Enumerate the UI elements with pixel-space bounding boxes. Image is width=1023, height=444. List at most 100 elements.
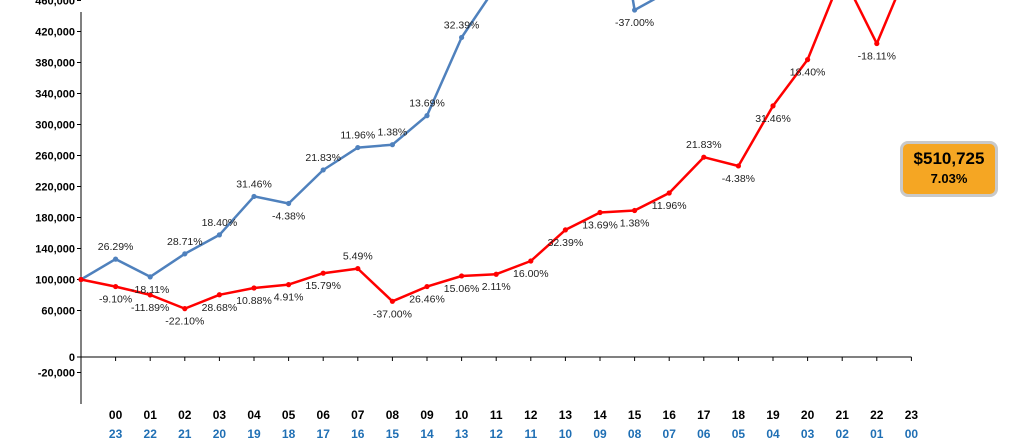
callout-percent: 7.03% [930, 171, 968, 186]
x-tick-label-bottom: 11 [524, 427, 537, 441]
axis-layer: -20,000 0 60,000 100,000 140,000 180,000 220,0… [35, 0, 918, 441]
x-tick-label-bottom: 07 [663, 427, 677, 441]
callout-value: $510,725 [913, 149, 985, 168]
series-1-data-label: 1.38% [378, 127, 408, 139]
series-2-data-label: 16.00% [513, 268, 549, 280]
x-tick-label-bottom: 18 [282, 427, 296, 441]
series-1-data-label: 21.83% [305, 152, 341, 164]
x-tick-label-top: 12 [524, 408, 538, 422]
series-2-point [320, 270, 326, 276]
x-tick-label-bottom: 17 [317, 427, 331, 441]
series-1-data-label: 13.69% [409, 98, 445, 110]
final-value-callout: $510,725 7.03% [900, 141, 998, 197]
series-2-point [78, 276, 84, 283]
series-2-data-label: -11.89% [131, 302, 169, 314]
series-2-data-label: -22.10% [165, 316, 204, 328]
series-2-data-label: 15.79% [305, 280, 341, 292]
x-tick-label-top: 03 [213, 408, 227, 422]
x-tick-label-bottom: 09 [593, 427, 607, 441]
series-2-point [666, 190, 672, 196]
y-tick-label: 460,000 [35, 0, 75, 8]
series-2-point [735, 163, 742, 169]
x-tick-label-top: 16 [663, 408, 677, 422]
series-2-data-label: 15.06% [444, 283, 480, 295]
y-tick-label: 380,000 [35, 58, 75, 70]
x-tick-label-top: 19 [766, 408, 780, 422]
series-1-data-label: 32.39% [444, 19, 480, 31]
x-tick-label-top: 14 [593, 408, 607, 422]
series-2-point [459, 273, 465, 279]
x-tick-label-bottom: 13 [455, 427, 469, 441]
x-tick-label-bottom: 16 [351, 427, 365, 441]
series-1-point [147, 274, 153, 280]
x-tick-label-top: 00 [109, 408, 123, 422]
series-2-data-label: -37.00% [373, 308, 412, 320]
series-2-point [701, 154, 707, 160]
series-1-data-label: -37.00% [615, 17, 654, 29]
x-tick-label-top: 09 [420, 408, 434, 422]
x-tick-label-bottom: 04 [766, 427, 780, 441]
series-1-point [320, 167, 326, 173]
x-tick-label-top: 07 [351, 408, 365, 422]
x-tick-label-top: 11 [490, 408, 503, 422]
series-2-point [770, 103, 776, 109]
series-1-data-label: 31.46% [236, 178, 272, 190]
series-2-point [493, 271, 499, 277]
y-tick-label: 260,000 [35, 151, 75, 163]
series-2-point [251, 285, 257, 291]
series-1-data-label: -4.38% [272, 210, 305, 222]
series-1-point [216, 232, 222, 238]
series-1-data-label: 26.29% [98, 241, 134, 253]
series-2-data-label: 4.91% [274, 292, 304, 304]
x-tick-label-bottom: 00 [905, 427, 919, 441]
x-tick-label-bottom: 23 [109, 427, 123, 441]
x-tick-label-top: 15 [628, 408, 642, 422]
y-tick-label: 420,000 [35, 27, 75, 39]
x-tick-label-bottom: 15 [386, 427, 400, 441]
x-tick-label-bottom: 12 [490, 427, 504, 441]
series-2-point [528, 258, 534, 264]
series-1-point [286, 200, 292, 207]
series-2-data-label: 18.40% [790, 67, 826, 79]
x-tick-label-top: 18 [732, 408, 746, 422]
x-tick-label-bottom: 03 [801, 427, 815, 441]
x-tick-label-top: 06 [317, 408, 331, 422]
series-2-point [424, 283, 430, 290]
y-tick-label: 140,000 [35, 244, 75, 256]
y-tick-label: 180,000 [35, 213, 75, 225]
series-1-point [389, 142, 395, 148]
series-1-data-label: 18.40% [202, 217, 238, 229]
y-tick-label: -20,000 [38, 368, 75, 380]
x-tick-label-bottom: 20 [213, 427, 227, 441]
series-2-data-label: 5.49% [343, 251, 373, 263]
x-tick-label-top: 04 [247, 408, 261, 422]
y-tick-label: 220,000 [35, 182, 75, 194]
x-tick-label-bottom: 06 [697, 427, 711, 441]
series-2-data-label: 26.46% [409, 294, 445, 306]
series-line-2 [80, 0, 897, 310]
series-2-point [216, 292, 222, 298]
x-tick-label-top: 22 [870, 408, 884, 422]
x-tick-label-bottom: 01 [870, 427, 884, 441]
series-1-point [182, 251, 188, 257]
x-tick-label-bottom: 05 [732, 427, 746, 441]
series-2-data-label: 13.69% [582, 220, 618, 232]
series-1-point [113, 256, 119, 262]
x-tick-label-top: 05 [282, 408, 296, 422]
series-2-point [562, 227, 569, 233]
series-1-point [459, 34, 465, 41]
series-2-point [632, 207, 638, 214]
series-2-point [389, 298, 395, 304]
series-2-point [182, 306, 188, 312]
x-tick-label-top: 21 [836, 408, 850, 422]
series-2-data-label: 10.88% [236, 295, 272, 307]
series-1-point [251, 193, 257, 200]
y-tick-label: 0 [69, 352, 75, 364]
series-2-point [147, 292, 153, 298]
series-2-data-label: -4.38% [722, 173, 755, 185]
x-tick-label-bottom: 21 [178, 427, 192, 441]
x-tick-label-top: 02 [178, 408, 192, 422]
y-tick-label: 100,000 [35, 275, 75, 287]
series-2-point [113, 283, 119, 290]
series-2-data-label: 1.38% [620, 218, 650, 230]
